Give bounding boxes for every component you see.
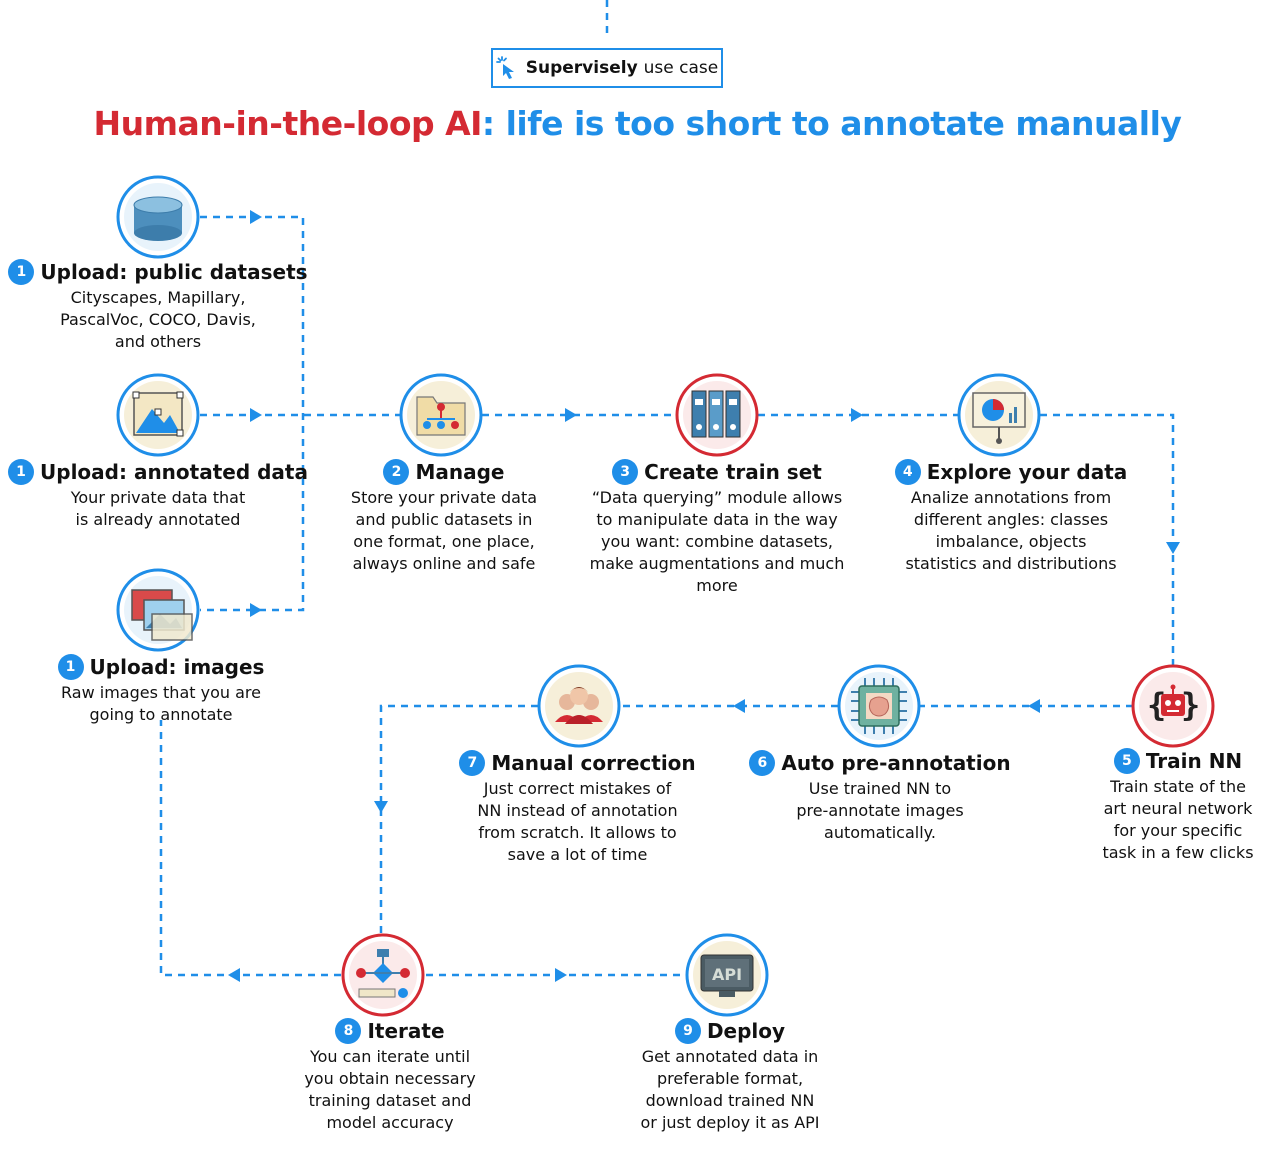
step-title: Create train set [644, 460, 822, 484]
step-title: Train NN [1145, 749, 1243, 773]
step-number: 6 [749, 750, 776, 776]
arrow-down [374, 801, 388, 813]
step-description: Use trained NN to pre-annotate images au… [796, 779, 964, 842]
step-title: Auto pre-annotation [781, 751, 1011, 775]
step-number: 9 [674, 1018, 701, 1044]
arrow-right [250, 408, 262, 422]
arrow-left [228, 968, 240, 982]
arrow-right [250, 603, 262, 617]
connector-manual-to-iterate [379, 704, 538, 935]
binders-icon [675, 373, 759, 457]
arrow-left [733, 699, 745, 713]
step-auto-pre-annotation: 6 Auto pre-annotation Use trained NN to p… [735, 750, 1025, 844]
presentation-chart-icon [957, 373, 1041, 457]
chip-brain-icon [837, 664, 921, 748]
step-number: 3 [612, 459, 639, 485]
title-rest: : life is too short to annotate manually [481, 104, 1182, 143]
connector-iterate-back [159, 720, 341, 977]
step-title: Explore your data [926, 460, 1128, 484]
arrow-right [565, 408, 577, 422]
step-number: 5 [1113, 748, 1140, 774]
step-manual-correction: 7 Manual correction Just correct mistakes… [440, 750, 715, 866]
step-number: 2 [383, 459, 410, 485]
step-create-train-set: 3 Create train set “Data querying” module… [572, 459, 862, 597]
step-title: Upload: annotated data [40, 460, 308, 484]
connector-explore-to-train [1040, 413, 1175, 665]
people-icon [537, 664, 621, 748]
step-upload-images: 1 Upload: images Raw images that you are … [11, 654, 311, 726]
robot-icon: { } [1131, 664, 1215, 748]
step-number: 4 [894, 459, 921, 485]
step-number: 8 [335, 1018, 362, 1044]
pointer-click-icon [495, 56, 514, 79]
badge-brand: Supervisely [525, 58, 638, 78]
arrow-down [1166, 542, 1180, 554]
flowchart-icon [341, 933, 425, 1017]
step-number: 1 [8, 459, 35, 485]
step-title: Deploy [706, 1019, 786, 1043]
use-case-badge: Supervisely use case [491, 48, 723, 88]
step-description: You can iterate until you obtain necessa… [304, 1047, 476, 1132]
api-label: API [712, 965, 742, 984]
step-upload-public: 1 Upload: public datasets Cityscapes, Map… [8, 259, 308, 353]
step-train-nn: 5 Train NN Train state of the art neural … [1085, 748, 1271, 864]
step-title: Manage [415, 460, 505, 484]
step-description: Train state of the art neural network fo… [1102, 777, 1254, 862]
step-description: “Data querying” module allows to manipul… [589, 488, 845, 595]
title-highlight: Human-in-the-loop AI [93, 104, 483, 143]
arrow-right [250, 210, 262, 224]
step-description: Store your private data and public datas… [350, 488, 538, 573]
step-number: 1 [8, 259, 35, 285]
step-number: 7 [459, 750, 486, 776]
svg-text:}: } [1181, 686, 1200, 724]
folder-hierarchy-icon [399, 373, 483, 457]
step-description: Just correct mistakes of NN instead of a… [477, 779, 678, 864]
badge-text: use case [643, 58, 719, 78]
step-description: Analize annotations from different angle… [905, 488, 1117, 573]
api-icon: API [685, 933, 769, 1017]
page-title: Human-in-the-loop AI: life is too short … [0, 104, 1275, 143]
database-icon [116, 175, 200, 259]
step-description: Raw images that you are going to annotat… [61, 683, 261, 724]
arrow-right [555, 968, 567, 982]
step-title: Iterate [367, 1019, 445, 1043]
step-manage: 2 Manage Store your private data and publ… [330, 459, 558, 575]
arrowheads [228, 210, 1180, 982]
arrow-right [851, 408, 863, 422]
step-upload-annotated: 1 Upload: annotated data Your private dat… [8, 459, 308, 531]
step-number: 1 [57, 654, 84, 680]
step-title: Manual correction [491, 751, 696, 775]
annotated-image-icon [116, 373, 200, 457]
step-deploy: 9 Deploy Get annotated data in preferable… [610, 1018, 850, 1134]
step-description: Get annotated data in preferable format,… [640, 1047, 820, 1132]
step-title: Upload: public datasets [40, 260, 308, 284]
step-iterate: 8 Iterate You can iterate until you obtai… [270, 1018, 510, 1134]
step-explore-data: 4 Explore your data Analize annotations f… [875, 459, 1147, 575]
step-description: Your private data that is already annota… [70, 488, 246, 529]
step-description: Cityscapes, Mapillary, PascalVoc, COCO, … [60, 288, 256, 351]
arrow-left [1028, 699, 1040, 713]
images-icon [116, 568, 200, 652]
step-title: Upload: images [89, 655, 265, 679]
